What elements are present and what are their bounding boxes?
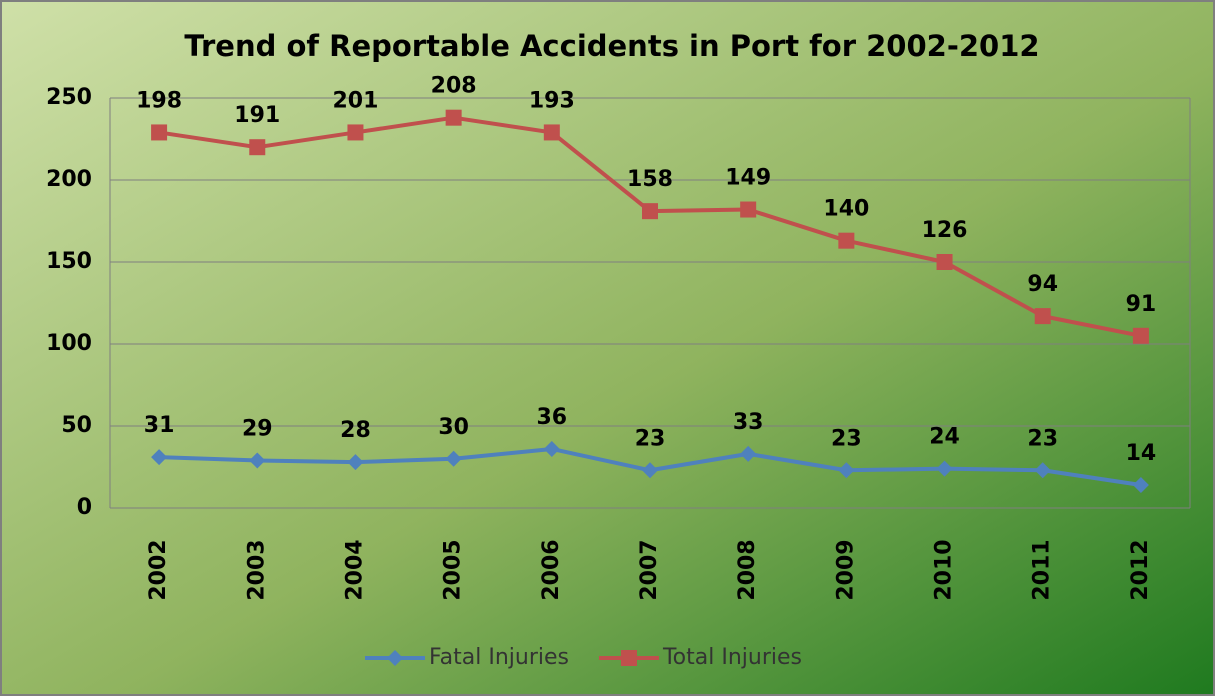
y-tick-label: 150 — [46, 249, 92, 274]
data-label: 149 — [725, 166, 771, 191]
data-label: 126 — [922, 218, 968, 243]
x-tick-label: 2005 — [441, 539, 466, 600]
x-tick-label: 2010 — [932, 539, 957, 600]
data-label: 193 — [529, 88, 575, 113]
marker — [1034, 308, 1051, 325]
marker — [838, 462, 855, 479]
data-label: 23 — [635, 426, 666, 451]
data-label: 158 — [627, 167, 673, 192]
data-label: 23 — [1027, 426, 1058, 451]
marker — [543, 440, 560, 457]
chart-title: Trend of Reportable Accidents in Port fo… — [184, 29, 1039, 63]
legend-label: Total Injuries — [662, 645, 802, 670]
marker — [347, 454, 364, 471]
marker — [936, 460, 953, 477]
data-label: 208 — [431, 74, 477, 99]
y-tick-label: 0 — [77, 495, 92, 520]
data-label: 140 — [823, 197, 869, 222]
data-label: 29 — [242, 416, 273, 441]
marker — [642, 462, 658, 479]
data-label: 191 — [234, 103, 280, 128]
marker — [445, 109, 462, 126]
legend-label: Fatal Injuries — [429, 645, 569, 670]
x-tick-label: 2011 — [1030, 539, 1055, 600]
marker — [543, 124, 560, 141]
y-tick-label: 100 — [46, 331, 92, 356]
marker — [1034, 462, 1051, 479]
x-tick-label: 2009 — [833, 539, 858, 600]
data-label: 28 — [340, 418, 371, 443]
data-label: 14 — [1126, 441, 1157, 466]
data-label: 94 — [1027, 272, 1058, 297]
marker — [620, 650, 637, 666]
data-label: 198 — [136, 88, 182, 113]
x-tick-label: 2007 — [637, 539, 662, 600]
data-label: 30 — [438, 415, 469, 440]
data-label: 91 — [1126, 292, 1157, 317]
marker — [740, 201, 757, 218]
marker — [838, 232, 855, 249]
x-tick-label: 2003 — [244, 539, 269, 600]
data-label: 31 — [144, 413, 175, 438]
marker — [249, 139, 266, 156]
marker — [1132, 477, 1149, 494]
x-tick-label: 2012 — [1128, 539, 1153, 600]
marker — [936, 254, 953, 270]
marker — [642, 203, 658, 220]
data-label: 201 — [332, 88, 378, 113]
marker — [387, 650, 403, 666]
y-tick-label: 200 — [46, 167, 92, 192]
marker — [151, 449, 168, 466]
data-label: 36 — [537, 405, 568, 430]
marker — [740, 445, 757, 462]
x-tick-label: 2002 — [146, 539, 171, 600]
y-tick-label: 250 — [46, 85, 92, 110]
x-tick-label: 2006 — [539, 539, 564, 600]
marker — [249, 452, 266, 469]
data-label: 23 — [831, 426, 862, 451]
marker — [347, 124, 364, 141]
marker — [151, 124, 168, 141]
data-label: 24 — [929, 425, 960, 450]
x-tick-label: 2008 — [735, 539, 760, 600]
marker — [445, 450, 462, 467]
marker — [1132, 327, 1149, 344]
y-tick-label: 50 — [61, 413, 92, 438]
data-label: 33 — [733, 410, 764, 435]
x-tick-label: 2004 — [342, 539, 367, 600]
